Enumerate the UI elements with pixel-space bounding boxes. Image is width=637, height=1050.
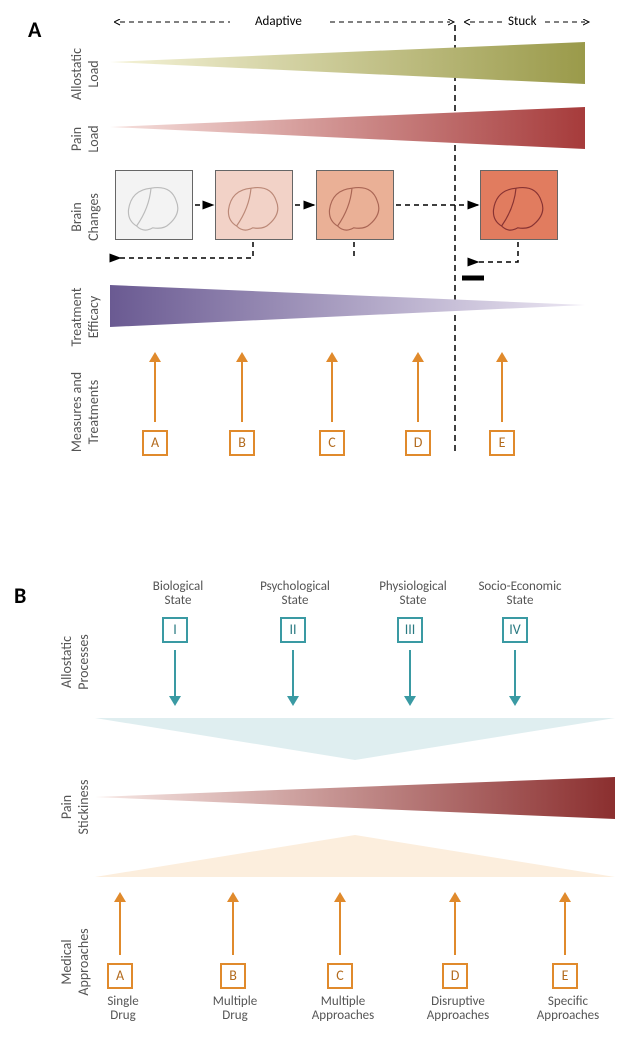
approach-label-C: Multiple Approaches [303,995,383,1024]
approach-arrow-A [119,900,121,955]
state-label-4: Socio-Economic State [470,580,570,609]
state-box-1: I [162,617,188,643]
approach-label-E: Specific Approaches [528,995,608,1024]
row-label-measures-treatments: Measures and Treatments [68,362,102,462]
panelA-arrow-D [417,360,419,422]
panelA-letter-E: E [489,430,515,456]
panelA-letter-B: B [229,430,255,456]
state-box-4: IV [502,617,528,643]
approach-box-D: D [442,963,468,989]
approach-arrow-B [232,900,234,955]
approach-label-D: Disruptive Approaches [418,995,498,1024]
state-arrow-3 [409,650,411,698]
approach-box-B: B [220,963,246,989]
panelA-letter-D: D [405,430,431,456]
approach-box-A: A [107,963,133,989]
state-label-2: Psychological State [250,580,340,609]
panelA-letter-C: C [319,430,345,456]
state-arrow-4 [514,650,516,698]
approach-box-C: C [327,963,353,989]
row-label-allostatic-processes: Allostatic Processes [58,617,92,707]
panelA-arrow-A [154,360,156,422]
treatment-efficacy-wedge [0,283,637,333]
panelA-arrow-C [331,360,333,422]
allostatic-triangle [0,715,637,765]
panelA-arrow-E [501,360,503,422]
medical-triangle [0,832,637,882]
panelA-arrow-B [241,360,243,422]
approach-label-A: Single Drug [93,995,153,1024]
brain-arrows [0,0,637,320]
approach-arrow-D [454,900,456,955]
state-label-1: Biological State [138,580,218,609]
approach-box-E: E [552,963,578,989]
row-label-medical-approaches: Medical Approaches [58,917,92,1007]
pain-stickiness-wedge [0,775,637,825]
approach-arrow-C [339,900,341,955]
panelA-letter-A: A [142,430,168,456]
state-label-3: Physiological State [368,580,458,609]
panel-b-label: B [14,582,26,609]
state-arrow-2 [292,650,294,698]
approach-label-B: Multiple Drug [200,995,270,1024]
state-box-3: III [397,617,423,643]
state-box-2: II [280,617,306,643]
approach-arrow-E [564,900,566,955]
state-arrow-1 [174,650,176,698]
